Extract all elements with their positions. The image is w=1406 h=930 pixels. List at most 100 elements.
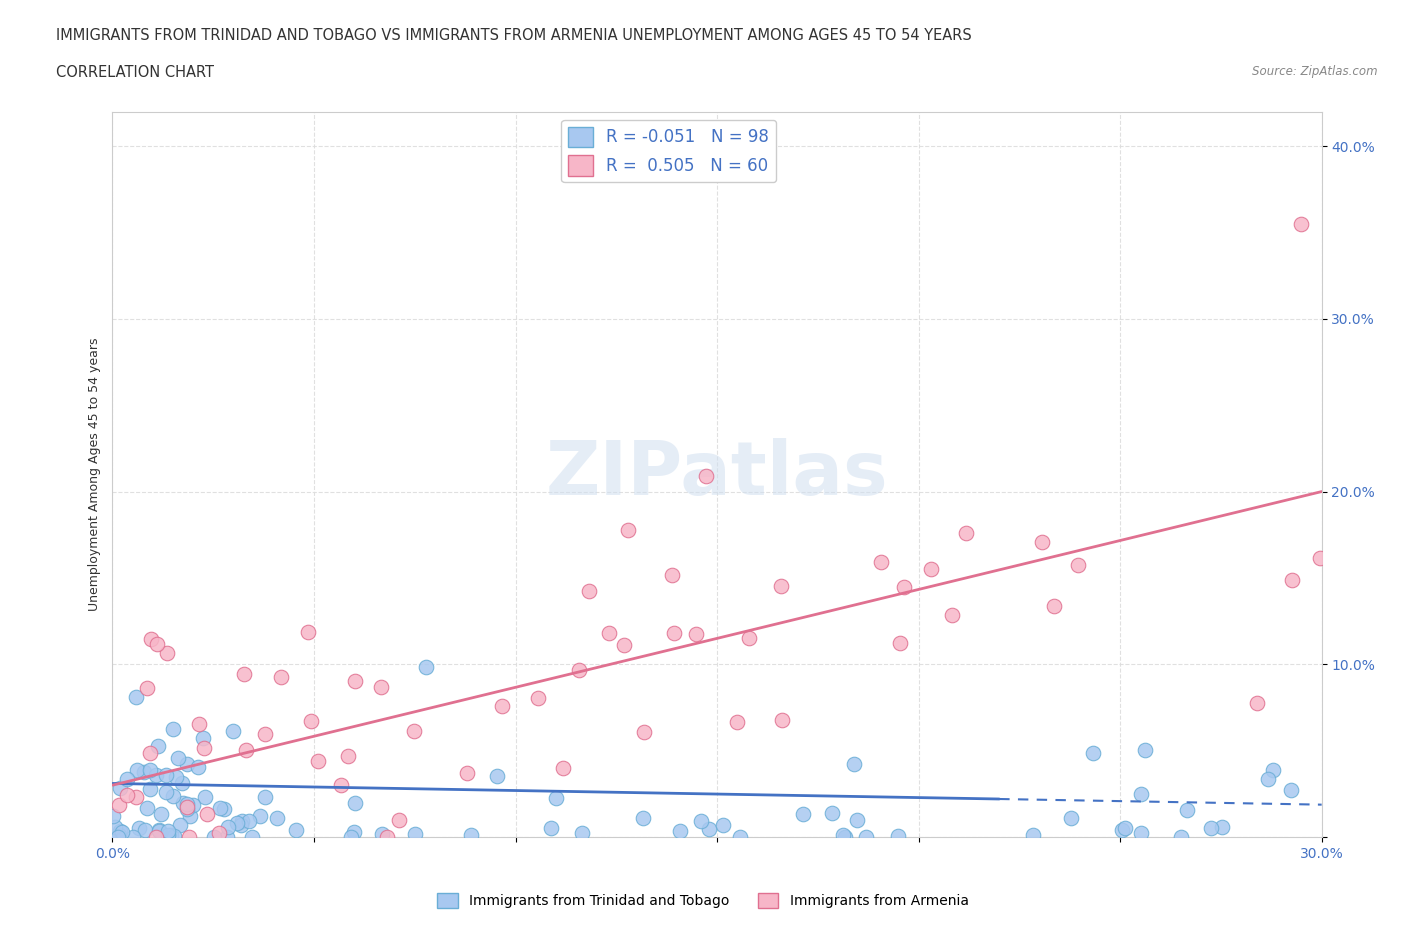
Point — [343, 824, 366, 839]
Point — [1170, 830, 1192, 844]
Point — [415, 659, 437, 674]
Point — [101, 808, 124, 823]
Point — [1114, 821, 1136, 836]
Point — [1043, 598, 1066, 613]
Point — [148, 823, 170, 838]
Point — [695, 469, 717, 484]
Point — [633, 810, 655, 825]
Point — [685, 627, 707, 642]
Point — [253, 790, 276, 804]
Point — [148, 823, 170, 838]
Point — [141, 631, 163, 646]
Point — [770, 712, 793, 727]
Point — [108, 797, 131, 812]
Point — [108, 780, 131, 795]
Point — [344, 673, 367, 688]
Point — [568, 662, 591, 677]
Point — [889, 636, 911, 651]
Point — [235, 743, 257, 758]
Point — [162, 789, 184, 804]
Point — [1022, 828, 1045, 843]
Point — [460, 828, 482, 843]
Point — [212, 802, 235, 817]
Point — [1261, 762, 1284, 777]
Point — [598, 626, 620, 641]
Point — [301, 713, 323, 728]
Point — [1211, 820, 1233, 835]
Point — [1081, 745, 1104, 760]
Point — [571, 826, 593, 841]
Point — [149, 806, 172, 821]
Point — [145, 767, 167, 782]
Legend: Immigrants from Trinidad and Tobago, Immigrants from Armenia: Immigrants from Trinidad and Tobago, Imm… — [432, 888, 974, 914]
Point — [553, 760, 575, 775]
Point — [159, 828, 181, 843]
Point — [136, 681, 159, 696]
Point — [337, 749, 360, 764]
Point — [191, 731, 214, 746]
Point — [238, 814, 260, 829]
Point — [128, 820, 150, 835]
Point — [690, 814, 713, 829]
Point — [887, 829, 910, 844]
Text: CORRELATION CHART: CORRELATION CHART — [56, 65, 214, 80]
Point — [172, 776, 194, 790]
Legend: R = -0.051   N = 98, R =  0.505   N = 60: R = -0.051 N = 98, R = 0.505 N = 60 — [561, 120, 776, 182]
Point — [770, 578, 793, 593]
Point — [215, 830, 238, 844]
Point — [138, 763, 160, 777]
Point — [845, 813, 868, 828]
Point — [697, 822, 720, 837]
Point — [1130, 825, 1153, 840]
Point — [187, 717, 209, 732]
Point — [202, 830, 225, 844]
Point — [194, 790, 217, 804]
Point — [115, 788, 138, 803]
Point — [176, 802, 198, 817]
Point — [485, 769, 508, 784]
Point — [855, 830, 877, 844]
Point — [266, 810, 288, 825]
Point — [155, 767, 177, 782]
Point — [893, 579, 915, 594]
Point — [179, 809, 201, 824]
Point — [527, 690, 550, 705]
Point — [145, 830, 167, 844]
Point — [221, 724, 243, 738]
Point — [124, 689, 146, 704]
Point — [1130, 787, 1153, 802]
Point — [1060, 810, 1083, 825]
Point — [1133, 742, 1156, 757]
Point — [297, 625, 319, 640]
Point — [181, 798, 204, 813]
Point — [193, 741, 215, 756]
Point — [669, 824, 692, 839]
Point — [728, 830, 751, 844]
Point — [711, 817, 734, 832]
Point — [110, 824, 132, 839]
Point — [1201, 820, 1223, 835]
Text: IMMIGRANTS FROM TRINIDAD AND TOBAGO VS IMMIGRANTS FROM ARMENIA UNEMPLOYMENT AMON: IMMIGRANTS FROM TRINIDAD AND TOBAGO VS I… — [56, 28, 972, 43]
Point — [1031, 534, 1053, 549]
Point — [226, 816, 249, 830]
Point — [307, 753, 329, 768]
Point — [633, 724, 655, 739]
Point — [540, 821, 562, 836]
Point — [134, 823, 156, 838]
Point — [578, 584, 600, 599]
Point — [121, 830, 143, 844]
Point — [217, 820, 239, 835]
Point — [371, 827, 394, 842]
Text: ZIPatlas: ZIPatlas — [546, 438, 889, 511]
Point — [157, 824, 180, 839]
Point — [1279, 782, 1302, 797]
Point — [1111, 823, 1133, 838]
Point — [155, 785, 177, 800]
Point — [821, 806, 844, 821]
Point — [661, 567, 683, 582]
Point — [1246, 696, 1268, 711]
Point — [231, 814, 253, 829]
Point — [156, 645, 179, 660]
Point — [108, 828, 131, 843]
Point — [162, 722, 184, 737]
